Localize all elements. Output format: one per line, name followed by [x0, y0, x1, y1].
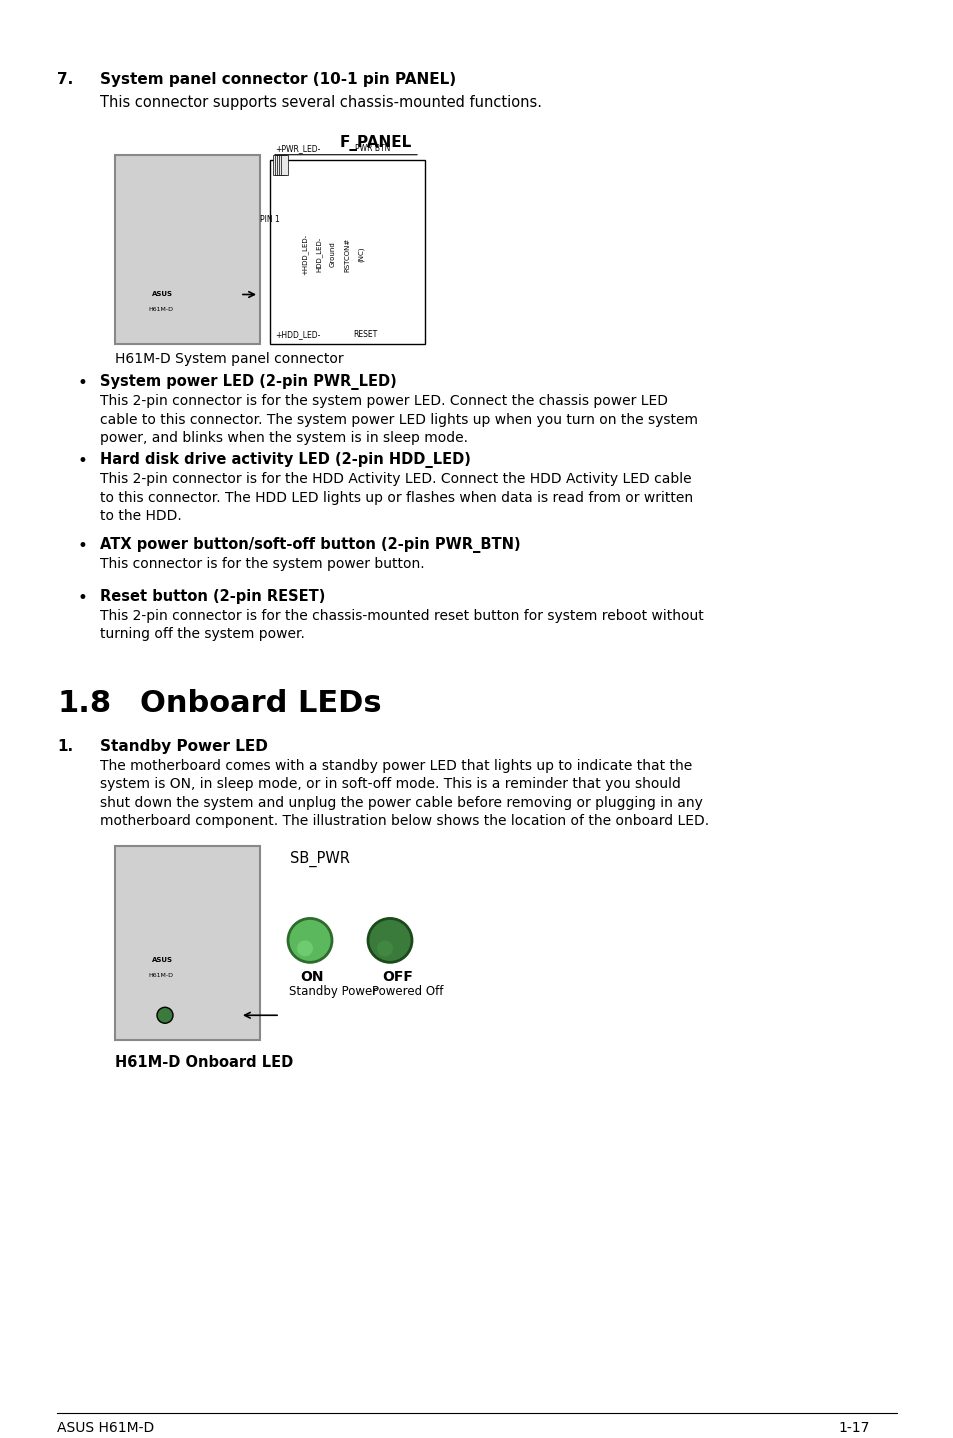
Circle shape: [157, 1007, 172, 1024]
Text: RESET: RESET: [353, 331, 376, 339]
Text: PWR BTN: PWR BTN: [355, 144, 390, 152]
Text: This connector is for the system power button.: This connector is for the system power b…: [100, 557, 424, 571]
Text: This 2-pin connector is for the HDD Activity LED. Connect the HDD Activity LED c: This 2-pin connector is for the HDD Acti…: [100, 472, 693, 523]
Text: ON: ON: [299, 971, 323, 985]
Text: Standby Power LED: Standby Power LED: [100, 739, 268, 754]
Bar: [115, 846, 260, 1040]
Text: ATX power button/soft-off button (2-pin PWR_BTN): ATX power button/soft-off button (2-pin …: [100, 536, 520, 554]
Text: Onboard LEDs: Onboard LEDs: [140, 689, 381, 718]
Text: Powered Off: Powered Off: [372, 985, 443, 998]
Text: •: •: [77, 374, 87, 393]
Text: 1-17: 1-17: [838, 1421, 869, 1435]
Text: H61M-D System panel connector: H61M-D System panel connector: [115, 352, 343, 367]
Text: Reset button (2-pin RESET): Reset button (2-pin RESET): [100, 590, 325, 604]
Text: Hard disk drive activity LED (2-pin HDD_LED): Hard disk drive activity LED (2-pin HDD_…: [100, 452, 471, 469]
Text: +HDD_LED-: +HDD_LED-: [302, 234, 309, 275]
Text: HDD_LED-: HDD_LED-: [315, 237, 322, 272]
Text: This connector supports several chassis-mounted functions.: This connector supports several chassis-…: [100, 95, 541, 109]
Text: (NC): (NC): [357, 247, 364, 262]
Text: RSTCON#: RSTCON#: [344, 237, 350, 272]
Text: 7.: 7.: [57, 72, 73, 86]
Text: H61M-D: H61M-D: [148, 974, 172, 978]
Text: 1.: 1.: [57, 739, 73, 754]
Text: PIN 1: PIN 1: [260, 216, 279, 224]
Text: •: •: [77, 590, 87, 607]
Text: F_PANEL: F_PANEL: [339, 135, 412, 151]
Bar: [278, 155, 286, 174]
Text: •: •: [77, 452, 87, 470]
Text: Ground: Ground: [330, 242, 335, 267]
Text: ASUS: ASUS: [152, 958, 172, 963]
Bar: [273, 155, 280, 174]
Text: SB_PWR: SB_PWR: [290, 850, 350, 867]
Text: ASUS: ASUS: [152, 292, 172, 298]
Text: H61M-D: H61M-D: [148, 306, 172, 312]
Text: This 2-pin connector is for the chassis-mounted reset button for system reboot w: This 2-pin connector is for the chassis-…: [100, 608, 703, 641]
Bar: [276, 155, 284, 174]
Bar: [270, 160, 424, 345]
Bar: [281, 155, 288, 174]
Text: H61M-D Onboard LED: H61M-D Onboard LED: [115, 1055, 293, 1070]
Text: 1.8: 1.8: [57, 689, 111, 718]
Text: System power LED (2-pin PWR_LED): System power LED (2-pin PWR_LED): [100, 374, 396, 390]
Text: Standby Power: Standby Power: [289, 985, 376, 998]
Circle shape: [296, 940, 313, 956]
Circle shape: [368, 919, 412, 962]
Text: ASUS H61M-D: ASUS H61M-D: [57, 1421, 154, 1435]
Bar: [274, 155, 282, 174]
Text: The motherboard comes with a standby power LED that lights up to indicate that t: The motherboard comes with a standby pow…: [100, 759, 708, 828]
Text: This 2-pin connector is for the system power LED. Connect the chassis power LED
: This 2-pin connector is for the system p…: [100, 394, 698, 446]
Circle shape: [376, 940, 393, 956]
Bar: [115, 155, 260, 345]
Text: OFF: OFF: [381, 971, 413, 985]
Text: •: •: [77, 536, 87, 555]
Text: +PWR_LED-: +PWR_LED-: [274, 144, 320, 152]
Text: System panel connector (10-1 pin PANEL): System panel connector (10-1 pin PANEL): [100, 72, 456, 86]
Text: +HDD_LED-: +HDD_LED-: [274, 331, 320, 339]
Circle shape: [288, 919, 332, 962]
